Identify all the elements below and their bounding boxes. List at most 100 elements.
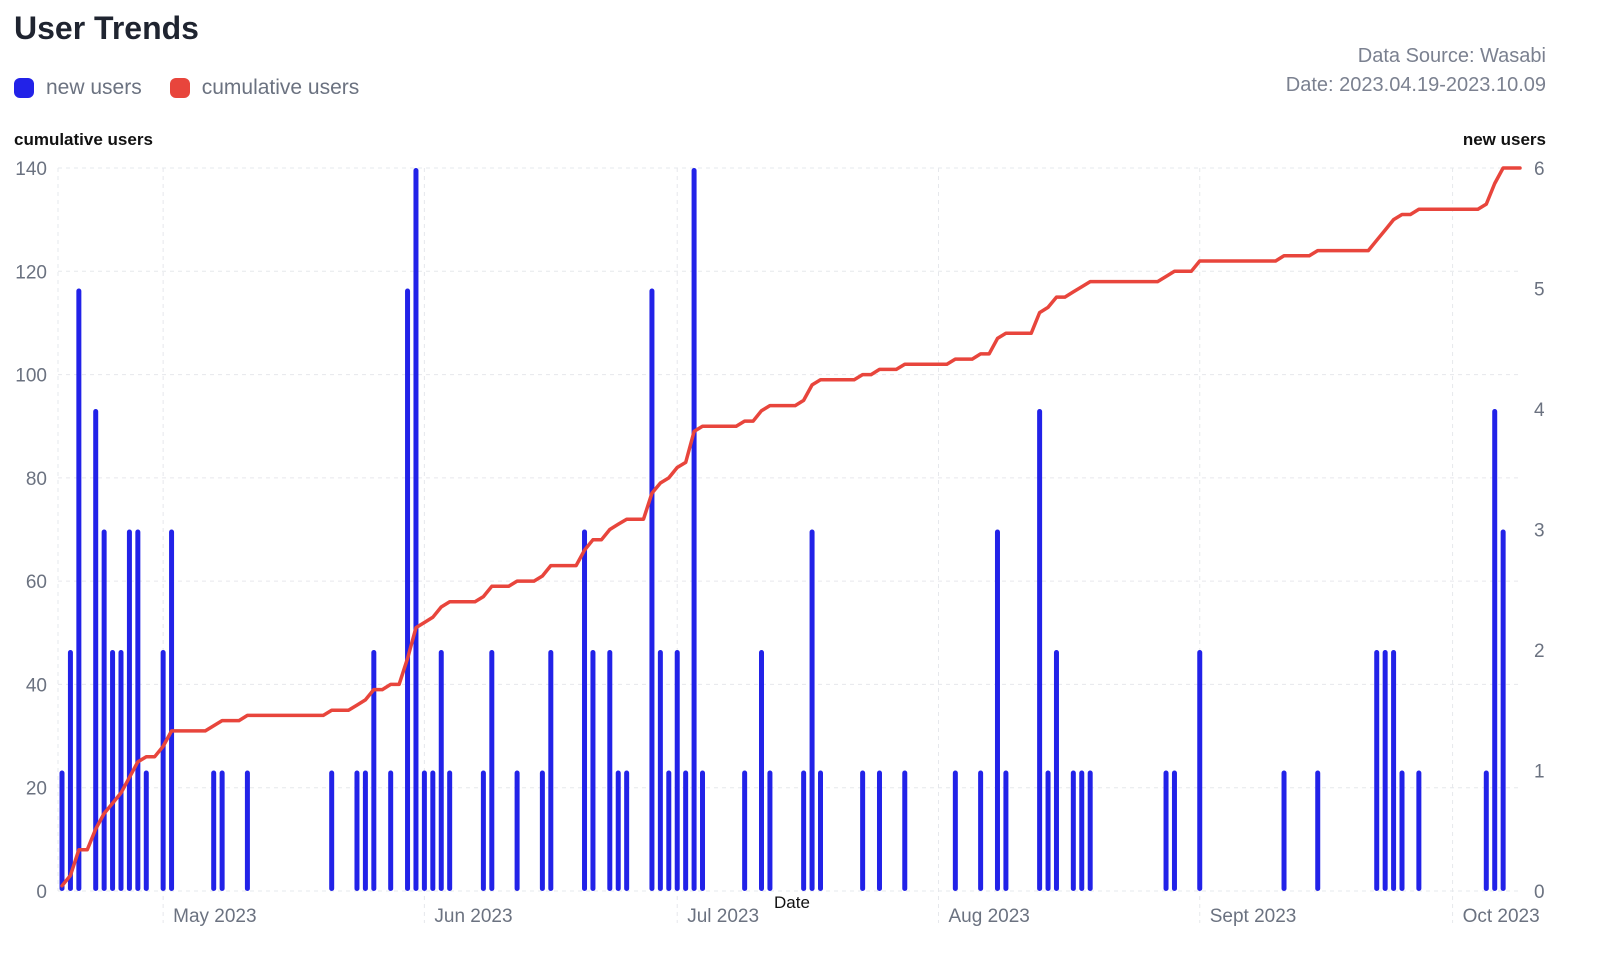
y-right-tick-label: 0 bbox=[1534, 882, 1545, 903]
y-right-tick-label: 5 bbox=[1534, 280, 1545, 301]
y-right-tick-label: 3 bbox=[1534, 521, 1545, 542]
bar-new-users bbox=[767, 770, 773, 891]
bar-new-users bbox=[1399, 770, 1405, 891]
legend: new users cumulative users bbox=[14, 76, 359, 100]
y-left-tick-label: 80 bbox=[26, 469, 47, 490]
bar-new-users bbox=[388, 770, 394, 891]
bar-new-users bbox=[978, 770, 984, 891]
bar-new-users bbox=[489, 650, 495, 891]
bar-new-users bbox=[817, 770, 823, 891]
bar-new-users bbox=[413, 168, 419, 891]
bar-new-users bbox=[219, 770, 225, 891]
bar-new-users bbox=[1079, 770, 1085, 891]
y-right-tick-label: 4 bbox=[1534, 400, 1545, 421]
right-axis-title: new users bbox=[1462, 130, 1546, 149]
legend-item-new-users[interactable]: new users bbox=[14, 76, 142, 100]
legend-item-cumulative-users[interactable]: cumulative users bbox=[169, 76, 359, 100]
bar-new-users bbox=[801, 770, 807, 891]
line-cumulative-users bbox=[60, 166, 1522, 888]
bar-new-users bbox=[1492, 409, 1498, 891]
bar-new-users bbox=[657, 650, 663, 891]
x-tick-label: Sept 2023 bbox=[1210, 906, 1297, 927]
bar-new-users bbox=[582, 529, 588, 891]
bar-new-users bbox=[1391, 650, 1397, 891]
bar-new-users bbox=[135, 529, 141, 891]
bar-new-users bbox=[759, 650, 765, 891]
bar-new-users bbox=[93, 409, 99, 891]
y-left-tick-label: 60 bbox=[26, 572, 47, 593]
bar-new-users bbox=[101, 529, 107, 891]
x-tick-label: May 2023 bbox=[173, 906, 256, 927]
legend-label-new-users: new users bbox=[46, 76, 142, 99]
bar-new-users bbox=[1281, 770, 1287, 891]
bar-new-users bbox=[539, 770, 545, 891]
bar-new-users bbox=[160, 650, 166, 891]
bar-new-users bbox=[1197, 650, 1203, 891]
bar-new-users bbox=[666, 770, 672, 891]
bar-new-users bbox=[211, 770, 217, 891]
bar-new-users bbox=[742, 770, 748, 891]
bar-new-users bbox=[480, 770, 486, 891]
x-tick-label: Oct 2023 bbox=[1463, 906, 1540, 927]
bar-new-users bbox=[126, 529, 132, 891]
bar-new-users bbox=[952, 770, 958, 891]
bar-new-users bbox=[169, 529, 175, 891]
bar-new-users bbox=[649, 288, 655, 891]
bar-new-users bbox=[1163, 770, 1169, 891]
bar-new-users bbox=[329, 770, 335, 891]
chart-meta: Data Source: Wasabi Date: 2023.04.19-202… bbox=[1286, 42, 1546, 100]
bar-new-users bbox=[514, 770, 520, 891]
bar-new-users bbox=[1003, 770, 1009, 891]
bar-new-users bbox=[615, 770, 621, 891]
bar-new-users bbox=[371, 650, 377, 891]
bar-new-users bbox=[1500, 529, 1506, 891]
y-left-tick-label: 120 bbox=[15, 262, 47, 283]
bar-new-users bbox=[110, 650, 116, 891]
bar-new-users bbox=[430, 770, 436, 891]
chart-title: User Trends bbox=[14, 10, 199, 46]
bar-new-users bbox=[405, 288, 411, 891]
y-left-tick-label: 0 bbox=[36, 882, 47, 903]
bar-new-users bbox=[700, 770, 706, 891]
bar-new-users bbox=[691, 168, 697, 891]
bar-new-users bbox=[607, 650, 613, 891]
y-right-tick-label: 1 bbox=[1534, 762, 1545, 783]
bar-new-users bbox=[683, 770, 689, 891]
y-left-tick-label: 20 bbox=[26, 779, 47, 800]
bar-new-users bbox=[118, 650, 124, 891]
y-right-tick-label: 2 bbox=[1534, 641, 1545, 662]
bar-new-users bbox=[421, 770, 427, 891]
bar-new-users bbox=[76, 288, 82, 891]
bar-new-users bbox=[809, 529, 815, 891]
y-left-tick-label: 100 bbox=[15, 366, 47, 387]
bar-new-users bbox=[548, 650, 554, 891]
legend-swatch-cumulative-users bbox=[169, 78, 190, 98]
bar-new-users bbox=[1315, 770, 1321, 891]
y-left-tick-label: 40 bbox=[26, 675, 47, 696]
bar-new-users bbox=[354, 770, 360, 891]
legend-swatch-new-users bbox=[14, 78, 34, 98]
bar-new-users bbox=[438, 650, 444, 891]
bar-new-users bbox=[860, 770, 866, 891]
bar-new-users bbox=[1382, 650, 1388, 891]
y-left-tick-label: 140 bbox=[15, 159, 47, 180]
bar-new-users bbox=[1416, 770, 1422, 891]
bar-new-users bbox=[244, 770, 250, 891]
bar-new-users bbox=[362, 770, 368, 891]
bar-new-users bbox=[59, 770, 65, 891]
bar-new-users bbox=[674, 650, 680, 891]
bar-new-users bbox=[1037, 409, 1043, 891]
y-right-tick-label: 6 bbox=[1534, 159, 1545, 180]
x-tick-label: Aug 2023 bbox=[948, 906, 1029, 927]
bar-new-users bbox=[1483, 770, 1489, 891]
bar-new-users bbox=[902, 770, 908, 891]
data-source-label: Data Source: Wasabi bbox=[1357, 45, 1546, 67]
bar-new-users bbox=[590, 650, 596, 891]
left-axis-title: cumulative users bbox=[14, 130, 153, 149]
bar-new-users bbox=[447, 770, 453, 891]
bar-new-users bbox=[1374, 650, 1380, 891]
bar-new-users bbox=[876, 770, 882, 891]
x-tick-label: Jul 2023 bbox=[687, 906, 759, 927]
bar-new-users bbox=[1053, 650, 1059, 891]
